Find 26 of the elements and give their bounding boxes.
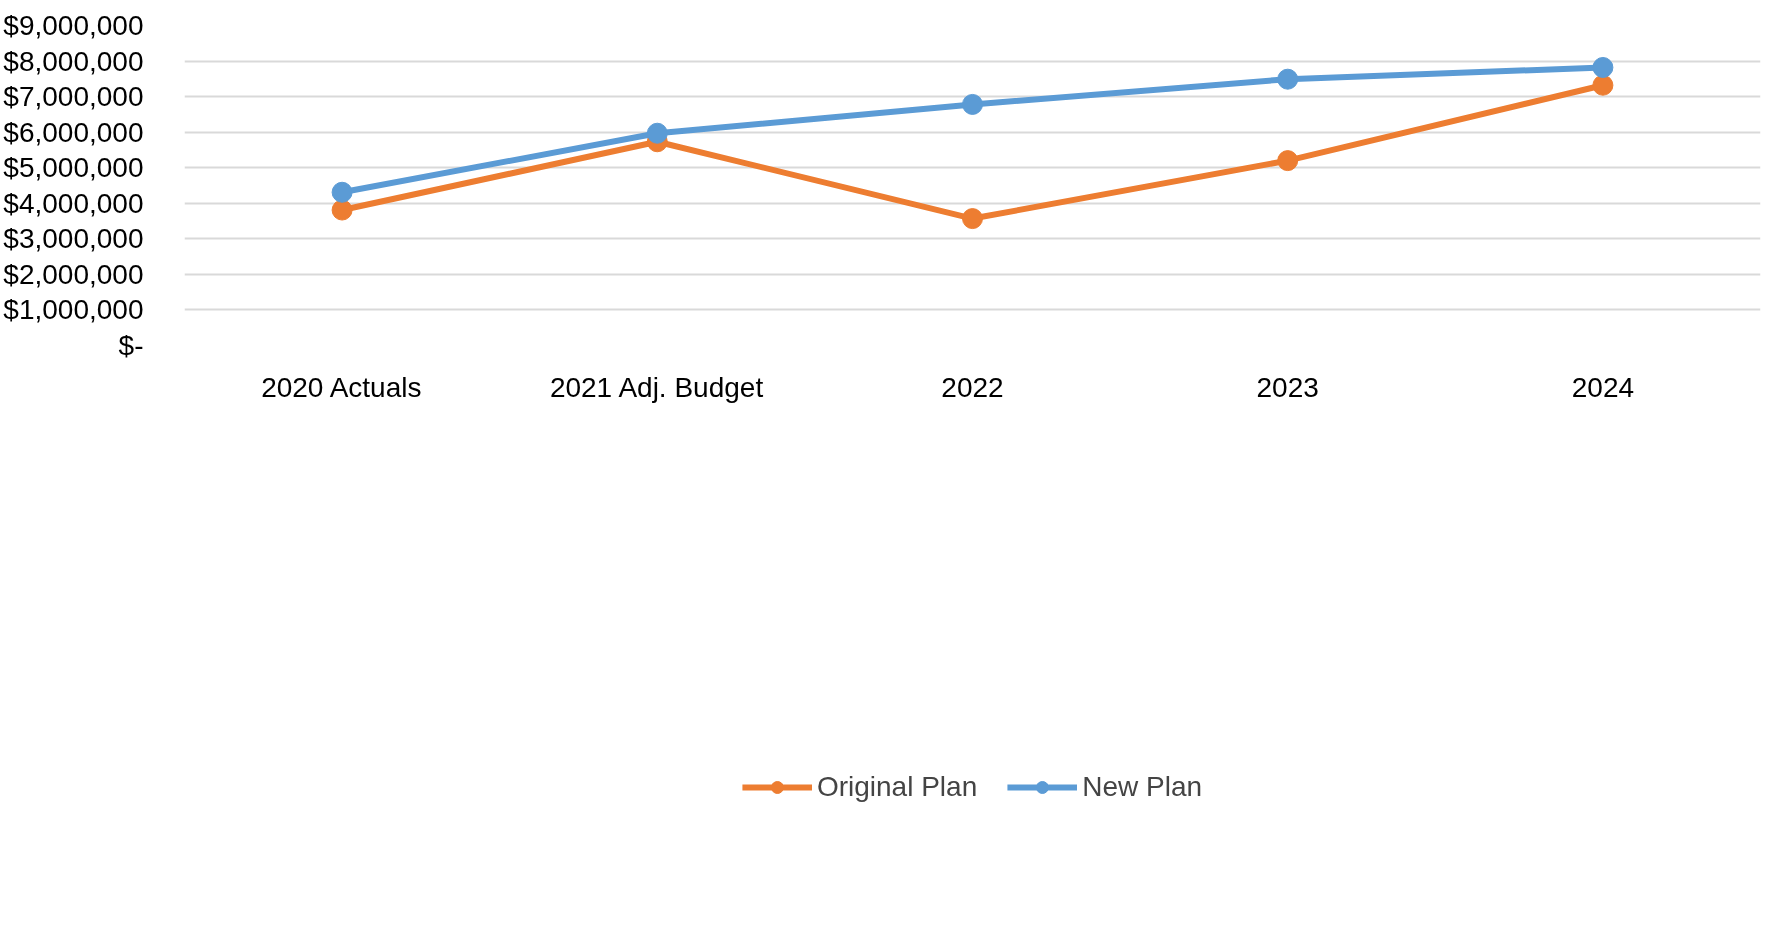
point xyxy=(331,181,353,203)
y-tick-label: $9,000,000 xyxy=(3,10,144,41)
y-tick-label: $2,000,000 xyxy=(3,258,144,290)
point xyxy=(1277,68,1299,90)
y-tick-label: $1,000,000 xyxy=(3,294,144,326)
point xyxy=(1277,150,1299,172)
x-tick-label: 2022 xyxy=(941,371,1004,403)
x-tick-label: 2023 xyxy=(1256,371,1319,403)
legend-label: New Plan xyxy=(1082,771,1203,803)
y-tick-label: $6,000,000 xyxy=(3,116,144,148)
y-tick-label: $3,000,000 xyxy=(3,223,144,255)
legend-label: Original Plan xyxy=(816,771,978,803)
point xyxy=(962,93,983,115)
y-tick-label: $- xyxy=(118,330,144,361)
point xyxy=(646,122,668,144)
y-tick-label: $5,000,000 xyxy=(3,152,144,184)
point xyxy=(1592,56,1614,78)
point xyxy=(962,208,983,230)
y-tick-label: $8,000,000 xyxy=(3,45,144,77)
y-tick-label: $7,000,000 xyxy=(3,81,144,113)
y-tick-label: $4,000,000 xyxy=(3,187,144,219)
point xyxy=(1592,74,1614,96)
x-tick-label: 2021 Adj. Budget xyxy=(549,371,764,403)
x-tick-label: 2020 Actuals xyxy=(261,371,422,403)
x-tick-label: 2024 xyxy=(1571,371,1635,403)
point xyxy=(331,199,353,221)
